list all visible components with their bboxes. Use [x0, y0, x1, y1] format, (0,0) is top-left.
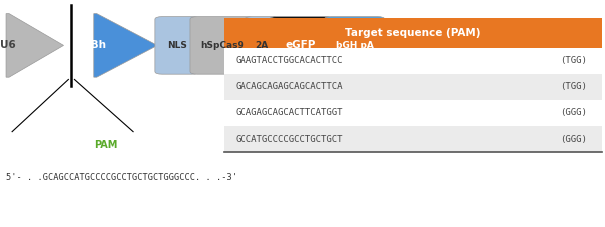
FancyBboxPatch shape — [155, 17, 199, 74]
Text: U6: U6 — [0, 40, 16, 50]
Text: CBh: CBh — [83, 40, 107, 50]
FancyBboxPatch shape — [245, 17, 279, 74]
Polygon shape — [6, 14, 64, 77]
Text: GAAGTACCTGGCACACTTCC: GAAGTACCTGGCACACTTCC — [236, 56, 344, 65]
FancyBboxPatch shape — [324, 17, 385, 74]
Text: (TGG): (TGG) — [560, 82, 586, 91]
Bar — [224, 18, 602, 48]
Text: PAM: PAM — [94, 140, 117, 150]
Text: (GGG): (GGG) — [560, 135, 586, 143]
FancyBboxPatch shape — [190, 17, 254, 74]
Text: 2A: 2A — [255, 41, 269, 50]
Text: GCCATGCCCCGCCTGCTGCT: GCCATGCCCCGCCTGCTGCT — [236, 135, 344, 143]
Text: 5'- . .GCAGCCATGCCCCGCCTGCTGCTGGGCCC. . .-3': 5'- . .GCAGCCATGCCCCGCCTGCTGCTGGGCCC. . … — [6, 173, 237, 182]
Bar — [224, 100, 602, 126]
Text: eGFP: eGFP — [286, 40, 316, 50]
Bar — [224, 74, 602, 100]
Text: (TGG): (TGG) — [560, 56, 586, 65]
Text: GACAGCAGAGCAGCACTTCA: GACAGCAGAGCAGCACTTCA — [236, 82, 344, 91]
Bar — [224, 126, 602, 152]
Text: GCAGAGCAGCACTTCATGGT: GCAGAGCAGCACTTCATGGT — [236, 109, 344, 117]
Text: Target sequence (PAM): Target sequence (PAM) — [345, 28, 480, 38]
Bar — [224, 48, 602, 74]
Text: bGH pA: bGH pA — [336, 41, 373, 50]
Text: (GGG): (GGG) — [560, 109, 586, 117]
Polygon shape — [94, 14, 157, 77]
Text: NLS: NLS — [167, 41, 187, 50]
FancyBboxPatch shape — [270, 17, 332, 74]
Text: hSpCas9: hSpCas9 — [200, 41, 244, 50]
